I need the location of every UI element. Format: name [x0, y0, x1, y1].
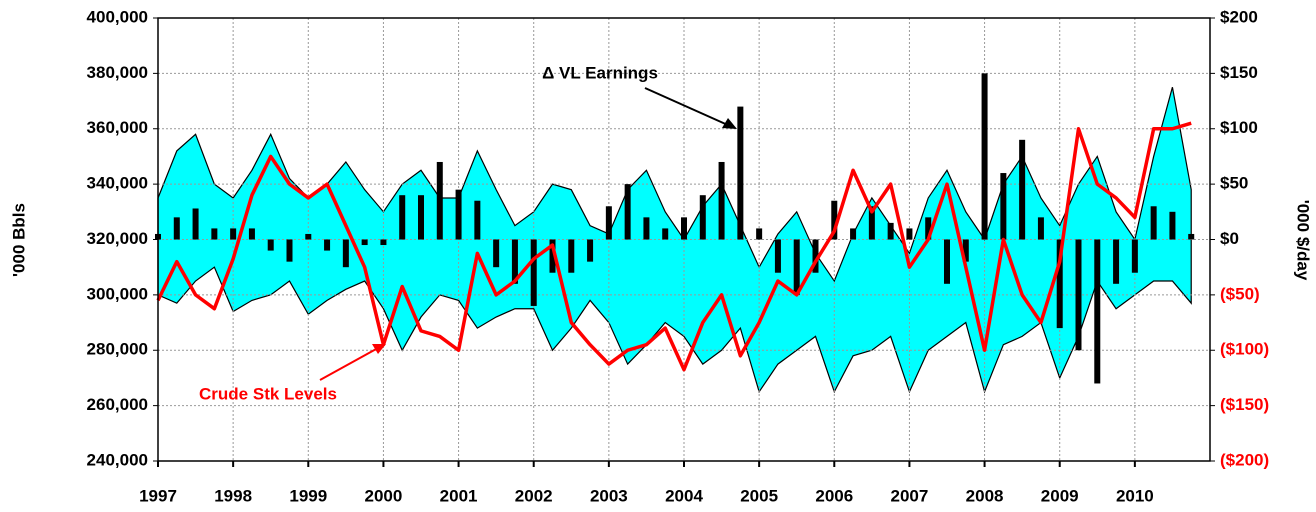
bar: [850, 228, 857, 240]
bar: [549, 239, 556, 273]
bar: [324, 239, 331, 251]
bar: [1056, 239, 1063, 329]
bar: [267, 239, 274, 251]
y2-tick-label: $150: [1220, 63, 1258, 82]
y2-tick-label: $200: [1220, 7, 1258, 26]
line: [156, 121, 1192, 372]
x-tick-label: 2003: [590, 486, 628, 505]
y-tick-label: 280,000: [87, 340, 148, 359]
bar: [756, 228, 763, 240]
y2-tick-label: ($100): [1220, 340, 1269, 359]
bar: [211, 228, 218, 240]
bar: [474, 200, 481, 240]
bar: [624, 184, 631, 240]
bar: [699, 195, 706, 240]
bar: [418, 195, 424, 240]
y-tick-label: 340,000: [87, 174, 148, 193]
bar: [587, 239, 594, 262]
y2-tick-label: ($50): [1220, 284, 1260, 303]
x-tick-label: 2002: [515, 486, 553, 505]
bar: [436, 161, 443, 240]
bar: [305, 233, 312, 240]
y-tick-label: 320,000: [87, 229, 148, 248]
bar: [1150, 206, 1157, 240]
bar: [1000, 173, 1007, 240]
bar: [192, 208, 199, 240]
x-tick-label: 2000: [365, 486, 403, 505]
plot-area: 240,000 260,000 280,000 300,000 320,000 340,0…: [87, 7, 1270, 505]
x-tick-label: 1999: [289, 486, 327, 505]
y2-tick-label: ($200): [1220, 450, 1269, 469]
bar: [605, 206, 612, 240]
annotations: Δ VL Earnings Crude Stk Levels: [199, 63, 737, 403]
bar: [944, 239, 950, 284]
y-tick-label: 380,000: [87, 63, 148, 82]
bar: [774, 239, 781, 273]
bar: [662, 228, 669, 240]
annotation: Δ VL Earnings: [542, 63, 658, 82]
x-tick-label: 2004: [665, 486, 703, 505]
bar: [1075, 239, 1082, 351]
bar: [455, 189, 462, 240]
x-tick-label: 2005: [740, 486, 778, 505]
x-tick-label: 2009: [1041, 486, 1079, 505]
y2-tick-label: $100: [1220, 118, 1258, 137]
x-tick-label: 2010: [1116, 486, 1154, 505]
y-tick-label: 260,000: [87, 395, 148, 414]
bar: [737, 106, 744, 240]
bar: [493, 239, 500, 268]
bar: [1169, 211, 1176, 240]
bar: [568, 239, 575, 273]
bar: [1131, 239, 1138, 273]
bar: [718, 161, 725, 240]
y-tick-label: 400,000: [87, 7, 148, 26]
bar: [1094, 239, 1101, 384]
arrow-head: [722, 118, 737, 129]
y2-tick-label: ($150): [1220, 395, 1269, 414]
bar: [681, 217, 687, 240]
bar: [399, 195, 406, 240]
bar: [1019, 139, 1026, 240]
bar: [831, 200, 838, 240]
annotation: Crude Stk Levels: [199, 384, 337, 403]
bar: [981, 73, 988, 240]
bar: [361, 239, 368, 246]
bar: [887, 222, 894, 240]
bar: [643, 217, 650, 240]
bar: [1188, 233, 1195, 240]
bar: [342, 239, 349, 268]
bar: [530, 239, 537, 306]
y-tick-label: 300,000: [87, 284, 148, 303]
y2-tick-label: $0: [1220, 229, 1239, 248]
bar: [248, 228, 255, 240]
arrow-head: [372, 344, 386, 354]
x-tick-label: 2008: [966, 486, 1004, 505]
bar: [380, 239, 387, 246]
bar: [906, 228, 913, 240]
bar: [511, 239, 518, 284]
x-tick-label: 2006: [815, 486, 853, 505]
bar: [286, 239, 293, 262]
bar: [173, 217, 180, 240]
arrow: [319, 347, 379, 381]
y2-tick-label: $50: [1220, 174, 1248, 193]
bar: [812, 239, 819, 273]
bar: [962, 239, 969, 262]
bar: [868, 206, 875, 240]
x-tick-label: 2001: [440, 486, 478, 505]
y-tick-label: 240,000: [87, 450, 148, 469]
y-axis-title: '000 Bbls: [9, 203, 28, 277]
bar: [1113, 239, 1120, 284]
x-tick-label: 2007: [891, 486, 929, 505]
bar: [793, 239, 800, 295]
y2-axis-title: '000 $/day: [1294, 200, 1313, 281]
bar: [925, 217, 932, 240]
y-tick-label: 360,000: [87, 118, 148, 137]
bar: [230, 228, 237, 240]
x-tick-label: 1998: [214, 486, 252, 505]
bar: [1037, 217, 1044, 240]
arrow: [644, 87, 731, 127]
x-tick-label: 1997: [139, 486, 177, 505]
